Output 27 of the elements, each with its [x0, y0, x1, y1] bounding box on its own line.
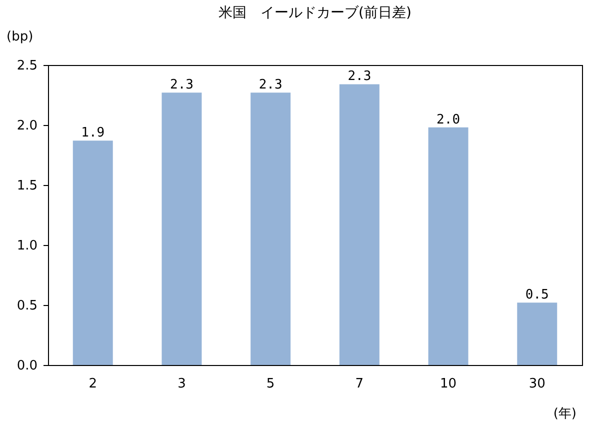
x-tick-label: 7	[355, 376, 364, 392]
y-tick-label: 0.5	[16, 298, 38, 314]
data-label: 1.9	[81, 126, 105, 141]
y-axis-title: (bp)	[6, 30, 34, 44]
y-tick-label: 2.0	[16, 118, 38, 134]
bar	[339, 84, 380, 365]
x-tick-label: 5	[266, 376, 275, 392]
x-tick-label: 3	[178, 376, 186, 392]
chart-title: 米国 イールドカーブ(前日差)	[218, 5, 412, 21]
data-label: 2.0	[436, 112, 460, 128]
data-label: 2.3	[348, 69, 372, 84]
bar	[162, 92, 202, 365]
x-axis-title: (年)	[553, 406, 576, 422]
bar	[428, 127, 468, 365]
y-tick-label: 1.0	[16, 238, 38, 254]
data-label: 2.3	[170, 78, 194, 93]
bar	[517, 302, 558, 365]
x-tick-label: 10	[440, 376, 457, 392]
x-tick-label: 2	[88, 376, 98, 392]
bar	[72, 140, 113, 365]
data-label: 0.5	[525, 288, 549, 303]
y-tick-label: 1.5	[16, 178, 38, 194]
y-tick-label: 0.0	[16, 358, 38, 374]
y-tick-label: 2.5	[16, 58, 38, 74]
data-label: 2.3	[258, 78, 282, 93]
x-tick-label: 30	[528, 376, 546, 392]
bar	[250, 92, 291, 365]
